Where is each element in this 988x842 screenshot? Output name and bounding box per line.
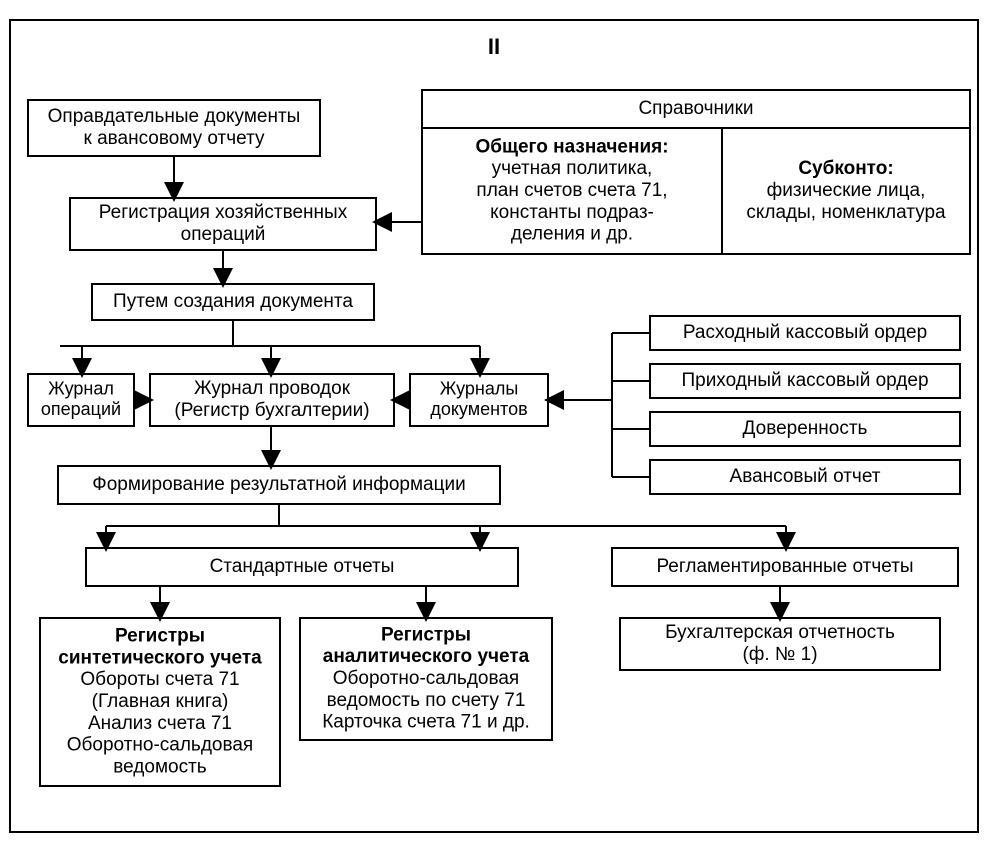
node-j2: Журнал проводок(Регистр бухгалтерии) [150, 374, 394, 426]
svg-text:Карточка счета 71 и др.: Карточка счета 71 и др. [322, 712, 530, 733]
svg-text:(Главная книга): (Главная книга) [92, 691, 229, 712]
svg-text:(Регистр бухгалтерии): (Регистр бухгалтерии) [174, 400, 369, 421]
node-d2: Приходный кассовый ордер [650, 364, 960, 398]
svg-text:ведомость: ведомость [113, 757, 207, 778]
svg-text:константы подраз-: константы подраз- [490, 202, 654, 223]
svg-text:Доверенность: Доверенность [743, 418, 868, 439]
svg-text:деления и др.: деления и др. [511, 224, 633, 245]
svg-text:Справочники: Справочники [638, 98, 753, 119]
node-n4: Формирование результатной информации [58, 466, 500, 504]
node-r1: Стандартные отчеты [86, 548, 518, 586]
node-d3: Доверенность [650, 412, 960, 446]
node-spr2: Субконто:физические лица,склады, номенкл… [722, 128, 970, 254]
node-s3: Бухгалтерская отчетность(ф. № 1) [620, 618, 940, 670]
svg-text:Оправдательные документы: Оправдательные документы [48, 106, 301, 127]
svg-text:Авансовый отчет: Авансовый отчет [730, 466, 881, 487]
svg-text:Регистрация хозяйственных: Регистрация хозяйственных [99, 202, 348, 223]
node-j1: Журналопераций [28, 374, 134, 426]
svg-text:ведомость по счету 71: ведомость по счету 71 [327, 690, 526, 711]
svg-text:Журналы: Журналы [440, 378, 519, 398]
svg-text:Журнал: Журнал [48, 378, 114, 398]
svg-text:Оборотно-сальдовая: Оборотно-сальдовая [67, 735, 253, 756]
svg-text:Приходный кассовый ордер: Приходный кассовый ордер [681, 370, 928, 391]
svg-text:(ф. № 1): (ф. № 1) [742, 644, 817, 665]
node-n3: Путем создания документа [92, 284, 374, 320]
svg-text:операций: операций [41, 399, 121, 419]
node-n2: Регистрация хозяйственныхопераций [70, 198, 376, 250]
node-r2: Регламентированные отчеты [612, 548, 958, 586]
svg-text:к авансовому отчету: к авансовому отчету [84, 128, 265, 149]
node-j3: Журналыдокументов [410, 374, 548, 426]
node-s1: Регистрысинтетического учетаОбороты счет… [40, 618, 280, 786]
svg-text:Субконто:: Субконто: [798, 158, 893, 179]
node-d1: Расходный кассовый ордер [650, 316, 960, 350]
svg-text:Общего назначения:: Общего назначения: [475, 136, 668, 157]
svg-text:Расходный кассовый ордер: Расходный кассовый ордер [683, 322, 927, 343]
svg-text:синтетического учета: синтетического учета [58, 647, 262, 668]
svg-text:план счетов счета 71,: план счетов счета 71, [476, 180, 667, 201]
svg-text:Путем создания документа: Путем создания документа [113, 291, 353, 312]
svg-text:склады, номенклатура: склады, номенклатура [746, 202, 946, 223]
svg-text:Бухгалтерская отчетность: Бухгалтерская отчетность [665, 622, 895, 643]
svg-text:документов: документов [430, 399, 527, 419]
svg-text:Анализ счета 71: Анализ счета 71 [88, 713, 232, 734]
svg-text:Регламентированные отчеты: Регламентированные отчеты [656, 556, 913, 577]
node-d4: Авансовый отчет [650, 460, 960, 494]
svg-text:Журнал проводок: Журнал проводок [194, 378, 351, 399]
svg-text:учетная политика,: учетная политика, [492, 158, 653, 179]
svg-text:физические лица,: физические лица, [767, 180, 926, 201]
node-s2: Регистрыаналитического учетаОборотно-сал… [300, 618, 552, 740]
svg-text:аналитического учета: аналитического учета [323, 646, 530, 667]
svg-text:Стандартные отчеты: Стандартные отчеты [210, 556, 395, 577]
svg-text:Формирование результатной инфо: Формирование результатной информации [92, 474, 466, 495]
node-n1: Оправдательные документык авансовому отч… [28, 100, 320, 156]
diagram-title: II [488, 34, 500, 59]
svg-text:операций: операций [181, 224, 266, 245]
svg-text:Регистры: Регистры [115, 625, 205, 646]
node-spr: Справочники [422, 90, 970, 128]
svg-text:Обороты счета 71: Обороты счета 71 [80, 669, 239, 690]
svg-text:Оборотно-сальдовая: Оборотно-сальдовая [333, 668, 519, 689]
node-spr1: Общего назначения:учетная политика,план … [422, 128, 722, 254]
svg-text:Регистры: Регистры [381, 624, 471, 645]
